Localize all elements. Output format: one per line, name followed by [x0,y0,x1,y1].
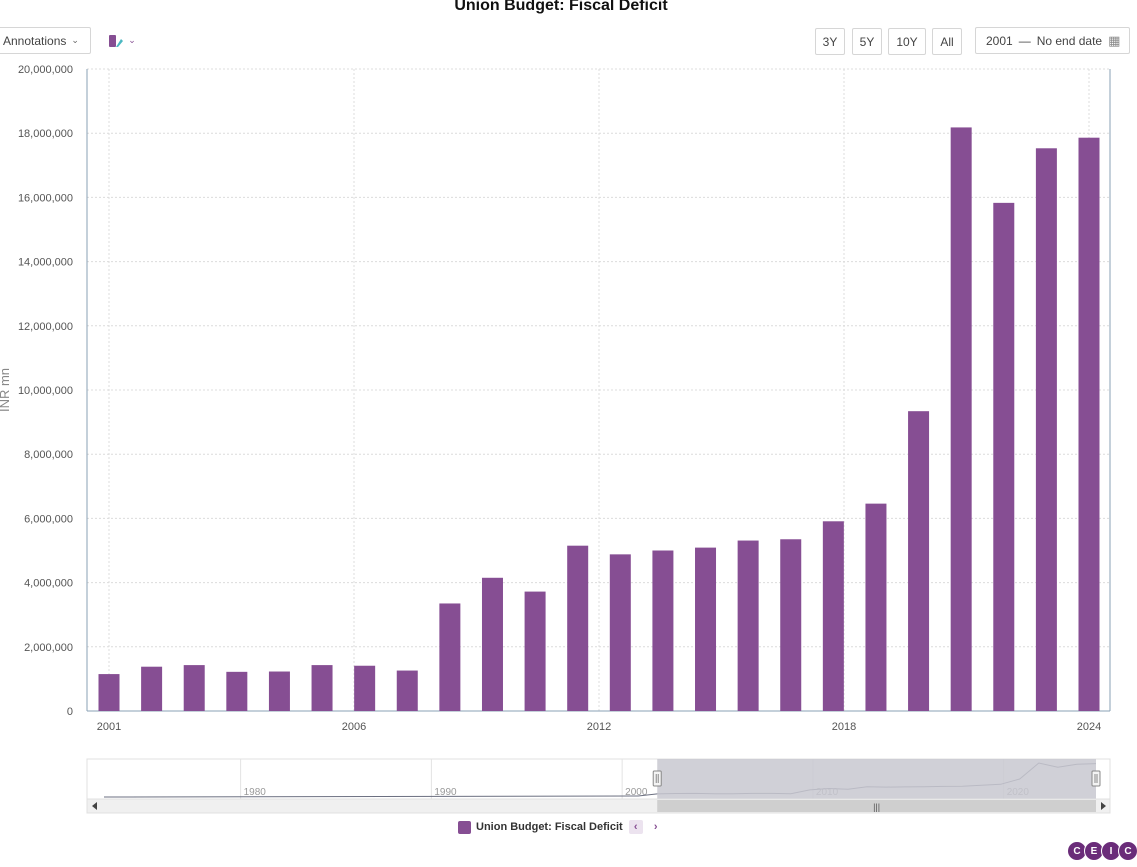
bar [822,521,844,711]
bar [1035,148,1057,712]
bar [993,202,1015,711]
scrollbar-grip-icon: ||| [873,802,880,812]
range-10y-button[interactable]: 10Y [888,28,926,55]
range-all-button[interactable]: All [932,28,962,55]
navigator-tick-label: 2000 [625,787,648,798]
y-tick-label: 16,000,000 [18,192,73,204]
navigator-selection [657,759,1096,799]
date-start: 2001 [986,33,1013,48]
bar [439,603,461,711]
bar [908,411,930,711]
bar [609,554,631,711]
bar [354,665,376,711]
legend-prev-button[interactable]: ‹ [628,820,643,834]
annotations-dropdown[interactable]: Annotations ⌄ [0,27,91,54]
bar [268,671,290,711]
y-tick-label: 2,000,000 [24,642,73,654]
bar [1078,137,1100,712]
x-tick-label: 2006 [342,721,366,733]
ceic-logo: C E I C [1067,841,1137,861]
logo-letter: C [1118,841,1137,861]
bar [98,674,120,711]
chart-style-dropdown[interactable]: ⌄ [104,27,140,54]
navigator-handle[interactable] [652,770,662,787]
legend-next-button[interactable]: › [653,821,658,833]
bar [141,666,163,711]
y-tick-label: 0 [67,706,73,718]
bar [950,127,972,711]
bar [396,670,418,711]
range-5y-button[interactable]: 5Y [852,28,882,55]
bar [183,665,205,711]
date-range-picker[interactable]: 2001 — No end date ▦ [975,27,1130,54]
navigator-tick-label: 1980 [244,787,267,798]
bar [695,547,717,711]
y-tick-label: 14,000,000 [18,257,73,269]
scroll-right-arrow-icon[interactable] [1101,802,1106,810]
bar [226,671,248,711]
date-separator: — [1018,33,1031,48]
legend-swatch [458,820,471,834]
y-tick-label: 6,000,000 [24,513,73,525]
chevron-down-icon: ⌄ [128,35,136,45]
palette-icon [109,34,124,47]
navigator-tick-label: 1990 [434,787,457,798]
x-tick-label: 2018 [832,721,856,733]
bar [780,539,802,711]
bar [311,665,333,711]
bar [865,503,887,711]
legend[interactable]: Union Budget: Fiscal Deficit ‹ › [458,820,663,834]
calendar-icon: ▦ [1108,32,1121,48]
x-tick-label: 2012 [587,721,611,733]
bar [567,545,589,711]
y-tick-label: 10,000,000 [18,385,73,397]
y-axis-label: INR mn [0,368,12,412]
navigator-handle[interactable] [1091,770,1101,787]
date-end: No end date [1036,33,1103,48]
scrollbar-thumb[interactable] [657,800,1096,812]
bar [737,540,759,711]
y-tick-label: 12,000,000 [18,321,73,333]
bar [524,591,546,711]
x-tick-label: 2024 [1077,721,1101,733]
legend-label: Union Budget: Fiscal Deficit [476,821,623,833]
logo-letter: C [1067,841,1087,861]
y-tick-label: 8,000,000 [24,449,73,461]
chart-title: Union Budget: Fiscal Deficit [454,0,668,14]
annotations-label: Annotations [3,33,67,48]
y-tick-label: 4,000,000 [24,578,73,590]
y-tick-label: 20,000,000 [18,64,73,76]
y-tick-label: 18,000,000 [18,128,73,140]
range-3y-button[interactable]: 3Y [815,28,845,55]
scroll-left-arrow-icon[interactable] [92,802,97,810]
x-tick-label: 2001 [97,721,121,733]
bar [652,550,674,711]
bar [481,577,503,711]
chevron-down-icon: ⌄ [71,35,79,45]
